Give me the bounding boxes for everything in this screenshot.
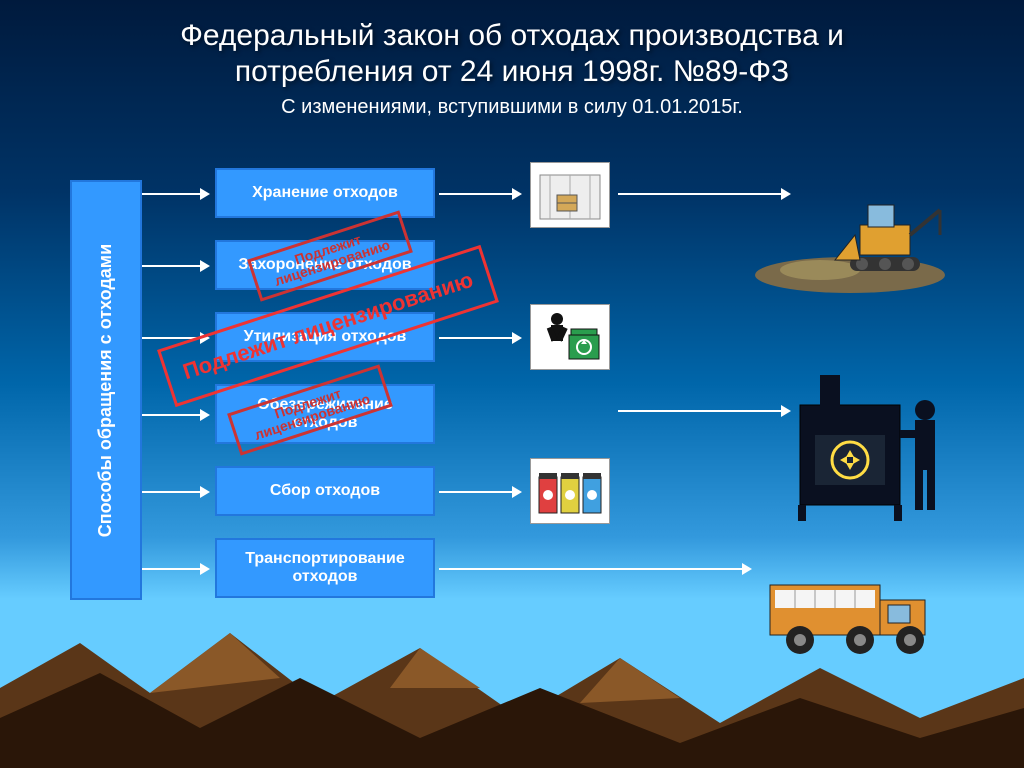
arrow-to-box5 [142, 491, 207, 493]
arrow-to-furnace [618, 410, 788, 412]
landfill-bulldozer-icon [750, 185, 950, 295]
arrow-box3-icon [439, 337, 519, 339]
recycle-person-icon [530, 304, 610, 370]
arrow-to-box1 [142, 193, 207, 195]
box-storage: Хранение отходов [215, 168, 435, 218]
box6-l2: отходов [292, 568, 357, 585]
slide-subtitle: С изменениями, вступившими в силу 01.01.… [0, 96, 1024, 119]
warehouse-icon [530, 162, 610, 228]
garbage-truck-icon [760, 555, 950, 665]
title-line-1: Федеральный закон об отходах производств… [180, 19, 844, 52]
arrow-box1-icon [439, 193, 519, 195]
box-transport: Транспортирование отходов [215, 538, 435, 598]
title-line-2: потребления от 24 июня 1998г. №89-ФЗ [235, 55, 789, 88]
arrow-box5-icon [439, 491, 519, 493]
box-collection-label: Сбор отходов [270, 482, 380, 500]
incinerator-icon [770, 355, 960, 525]
arrow-box6-truck [439, 568, 749, 570]
slide-title: Федеральный закон об отходах производств… [0, 0, 1024, 90]
arrow-to-box2 [142, 265, 207, 267]
box-collection: Сбор отходов [215, 466, 435, 516]
box-transport-label: Транспортирование отходов [245, 550, 405, 585]
vertical-category-label: Способы обращения с отходами [96, 243, 117, 536]
box6-l1: Транспортирование [245, 550, 405, 567]
arrow-to-box6 [142, 568, 207, 570]
box-storage-label: Хранение отходов [252, 184, 398, 202]
bins-icon [530, 458, 610, 524]
vertical-category-box: Способы обращения с отходами [70, 180, 142, 600]
arrow-to-box4 [142, 414, 207, 416]
